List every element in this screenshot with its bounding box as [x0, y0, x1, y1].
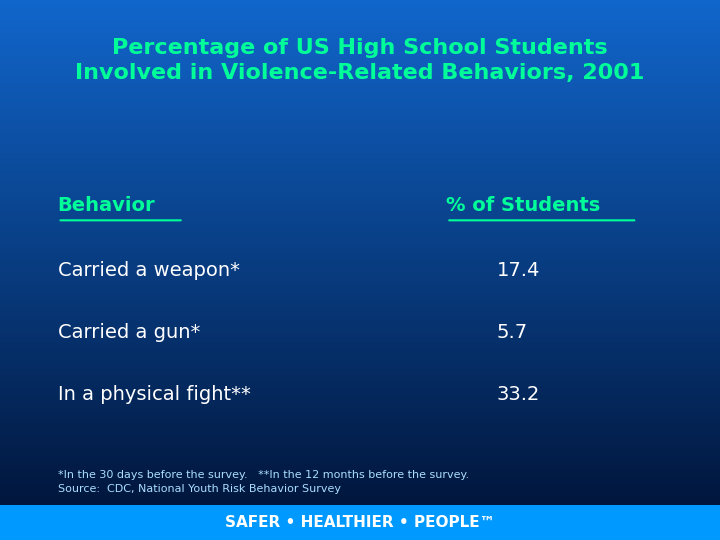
Text: In a physical fight**: In a physical fight** [58, 384, 251, 404]
Text: Carried a gun*: Carried a gun* [58, 322, 200, 342]
Text: 17.4: 17.4 [497, 260, 540, 280]
Text: 5.7: 5.7 [497, 322, 528, 342]
Text: Percentage of US High School Students
Involved in Violence-Related Behaviors, 20: Percentage of US High School Students In… [76, 38, 644, 83]
Bar [0, 505, 720, 540]
Text: % of Students: % of Students [446, 195, 600, 215]
Text: SAFER • HEALTHIER • PEOPLE™: SAFER • HEALTHIER • PEOPLE™ [225, 515, 495, 530]
Text: 33.2: 33.2 [497, 384, 540, 404]
Text: Behavior: Behavior [58, 195, 156, 215]
Text: *In the 30 days before the survey.   **In the 12 months before the survey.
Sourc: *In the 30 days before the survey. **In … [58, 470, 469, 494]
Text: Carried a weapon*: Carried a weapon* [58, 260, 240, 280]
